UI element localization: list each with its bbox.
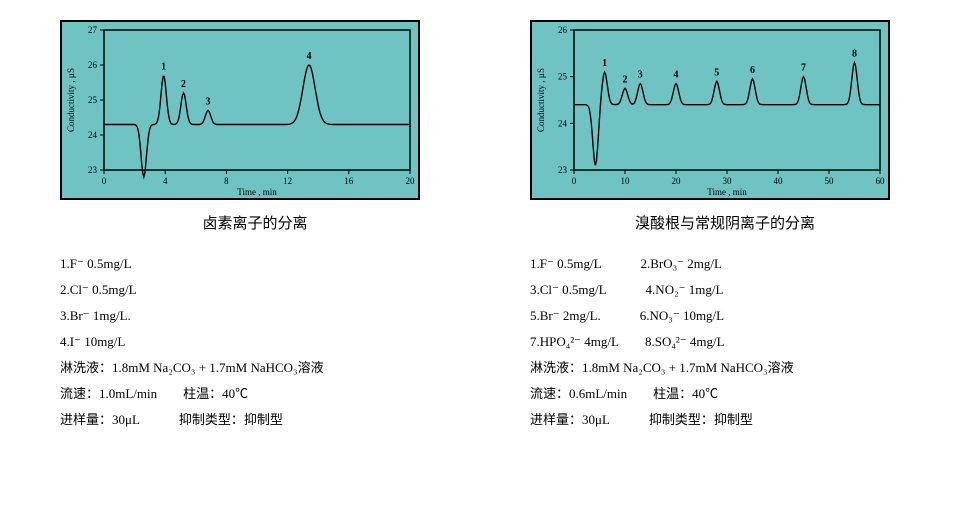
chart-2-title: 溴酸根与常规阴离子的分离 — [530, 212, 920, 233]
legend-line: 1.F⁻ 0.5mg/L 2.BrO₃⁻ 2mg/L — [530, 251, 920, 277]
svg-text:2: 2 — [181, 79, 186, 90]
columns: 0481216202324252627Time , minConductivit… — [60, 20, 920, 433]
svg-text:4: 4 — [163, 176, 168, 186]
chart-2: 010203040506023242526Time , minConductiv… — [530, 20, 890, 200]
svg-text:30: 30 — [723, 176, 733, 186]
legend-line: 流速：1.0mL/min 柱温：40℃ — [60, 381, 450, 407]
svg-text:4: 4 — [674, 70, 679, 81]
legend-line: 7.HPO₄²⁻ 4mg/L 8.SO₄²⁻ 4mg/L — [530, 329, 920, 355]
svg-text:1: 1 — [161, 62, 166, 73]
svg-text:23: 23 — [558, 165, 568, 175]
svg-text:1: 1 — [602, 58, 607, 69]
svg-text:27: 27 — [88, 25, 98, 35]
svg-text:8: 8 — [224, 176, 229, 186]
svg-text:0: 0 — [572, 176, 577, 186]
chart-1-title: 卤素离子的分离 — [60, 212, 450, 233]
svg-text:50: 50 — [825, 176, 835, 186]
svg-text:26: 26 — [88, 60, 98, 70]
legend-line: 3.Br⁻ 1mg/L. — [60, 303, 450, 329]
svg-text:Conductivity , µS: Conductivity , µS — [536, 68, 546, 132]
svg-text:3: 3 — [638, 70, 643, 81]
left-column: 0481216202324252627Time , minConductivit… — [60, 20, 450, 433]
legend-line: 淋洗液：1.8mM Na₂CO₃ + 1.7mM NaHCO₃溶液 — [530, 355, 920, 381]
svg-text:2: 2 — [623, 74, 628, 85]
svg-text:Time , min: Time , min — [237, 187, 277, 197]
legend-line: 3.Cl⁻ 0.5mg/L 4.NO₂⁻ 1mg/L — [530, 277, 920, 303]
svg-text:24: 24 — [558, 118, 568, 128]
legend-line: 4.I⁻ 10mg/L — [60, 329, 450, 355]
legend-line: 5.Br⁻ 2mg/L. 6.NO₃⁻ 10mg/L — [530, 303, 920, 329]
legend-line: 2.Cl⁻ 0.5mg/L — [60, 277, 450, 303]
svg-text:25: 25 — [558, 72, 568, 82]
svg-text:10: 10 — [621, 176, 631, 186]
svg-text:20: 20 — [672, 176, 682, 186]
svg-text:8: 8 — [852, 49, 857, 60]
svg-text:23: 23 — [88, 165, 98, 175]
svg-text:Time , min: Time , min — [707, 187, 747, 197]
svg-text:60: 60 — [876, 176, 886, 186]
svg-text:26: 26 — [558, 25, 568, 35]
chart-1: 0481216202324252627Time , minConductivit… — [60, 20, 420, 200]
chart-2-legend: 1.F⁻ 0.5mg/L 2.BrO₃⁻ 2mg/L3.Cl⁻ 0.5mg/L … — [530, 251, 920, 433]
legend-line: 1.F⁻ 0.5mg/L — [60, 251, 450, 277]
svg-text:3: 3 — [206, 97, 211, 108]
svg-text:Conductivity , µS: Conductivity , µS — [66, 68, 76, 132]
svg-text:5: 5 — [714, 67, 719, 78]
svg-text:6: 6 — [750, 65, 755, 76]
svg-text:0: 0 — [102, 176, 107, 186]
svg-text:4: 4 — [307, 51, 312, 62]
svg-text:25: 25 — [88, 95, 98, 105]
legend-line: 流速：0.6mL/min 柱温：40℃ — [530, 381, 920, 407]
svg-text:7: 7 — [801, 63, 806, 74]
svg-text:24: 24 — [88, 130, 98, 140]
svg-text:40: 40 — [774, 176, 784, 186]
svg-text:16: 16 — [344, 176, 354, 186]
chart-1-legend: 1.F⁻ 0.5mg/L2.Cl⁻ 0.5mg/L3.Br⁻ 1mg/L.4.I… — [60, 251, 450, 433]
legend-line: 进样量：30μL 抑制类型：抑制型 — [60, 407, 450, 433]
svg-text:20: 20 — [406, 176, 416, 186]
svg-text:12: 12 — [283, 176, 292, 186]
legend-line: 进样量：30μL 抑制类型：抑制型 — [530, 407, 920, 433]
legend-line: 淋洗液：1.8mM Na₂CO₃ + 1.7mM NaHCO₃溶液 — [60, 355, 450, 381]
right-column: 010203040506023242526Time , minConductiv… — [530, 20, 920, 433]
